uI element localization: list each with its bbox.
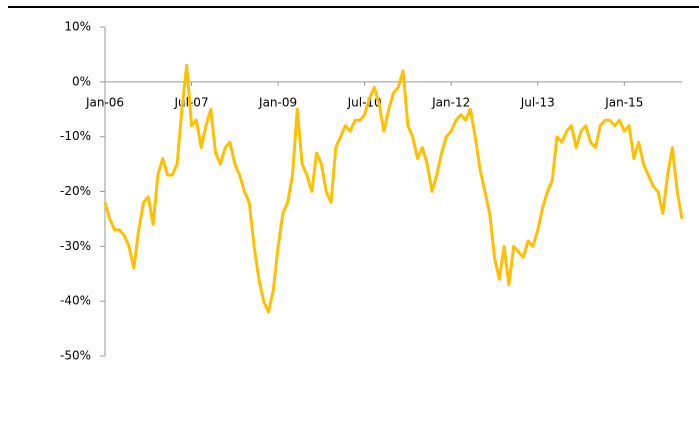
x-tick-label: Jan-06 xyxy=(85,95,124,109)
y-tick-label: -50% xyxy=(60,349,91,363)
y-tick-label: 0% xyxy=(72,74,91,88)
x-tick-label: Jan-09 xyxy=(258,95,297,109)
line-series xyxy=(103,63,684,314)
y-tick-label: -40% xyxy=(60,294,91,308)
x-tick-label: Jul-13 xyxy=(520,95,555,109)
y-tick-label: 10% xyxy=(64,20,91,34)
x-tick-label: Jul-10 xyxy=(347,95,382,109)
x-tick-label: Jan-12 xyxy=(431,95,470,109)
y-tick-label: -20% xyxy=(60,184,91,198)
y-tick-label: -10% xyxy=(60,129,91,143)
x-tick-label: Jan-15 xyxy=(604,95,643,109)
y-tick-label: -30% xyxy=(60,239,91,253)
